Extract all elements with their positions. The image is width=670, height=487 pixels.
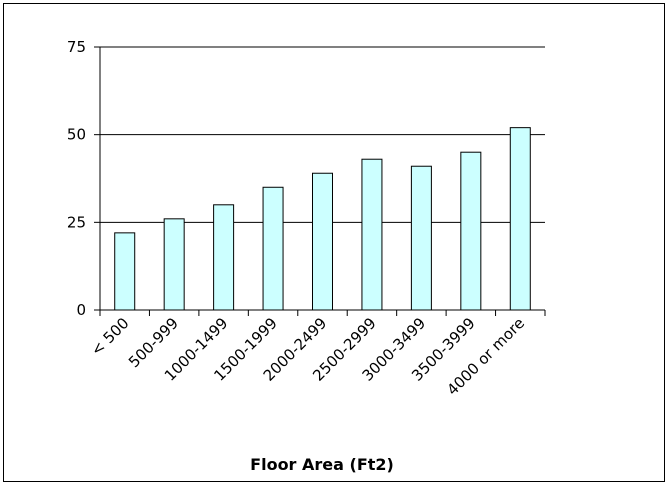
bar-5 (361, 158, 383, 311)
bar-0 (114, 232, 136, 311)
bar-8 (509, 127, 531, 311)
bar-3 (262, 186, 284, 311)
bar-2 (213, 204, 235, 311)
x-tick-label-0: < 500 (87, 314, 132, 359)
x-tick-labels: < 500500-9991000-14991500-19992000-24992… (87, 314, 528, 399)
x-axis-title: Floor Area (Ft2) (250, 455, 394, 474)
chart-frame (3, 3, 665, 482)
bar-1 (163, 218, 185, 311)
bar-6 (410, 165, 432, 311)
y-tick-label-0: 0 (76, 301, 86, 319)
y-tick-labels: 0 25 50 75 (67, 38, 86, 319)
y-tick-label-25: 25 (67, 213, 86, 231)
bar-7 (460, 151, 482, 311)
bars (114, 127, 531, 311)
bar-4 (312, 172, 333, 311)
y-tick-label-50: 50 (67, 126, 86, 144)
y-tick-label-75: 75 (67, 38, 86, 56)
axes (94, 46, 546, 316)
